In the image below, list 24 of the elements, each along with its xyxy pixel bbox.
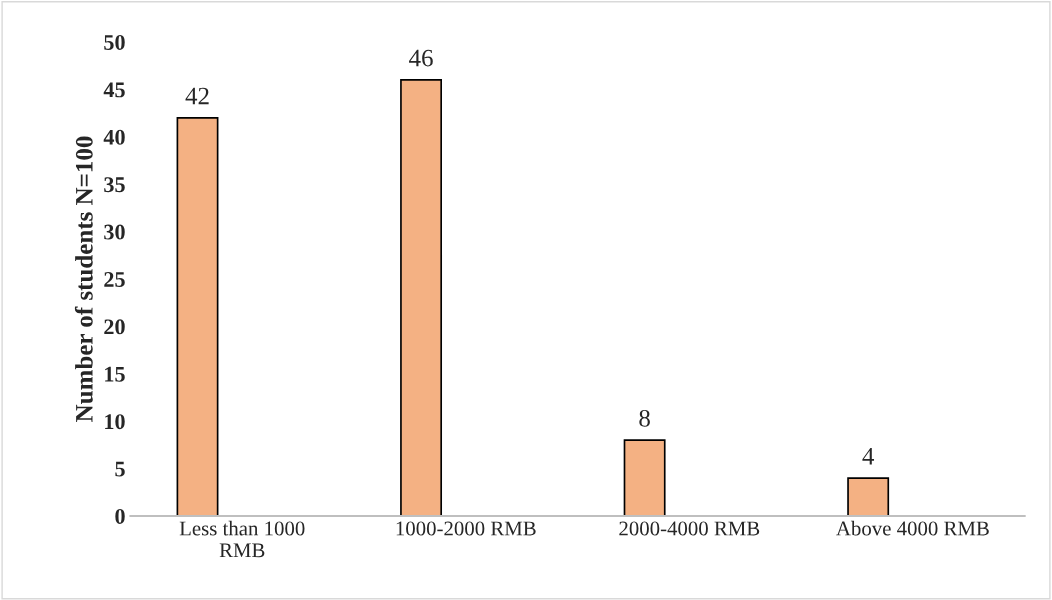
y-tick-label: 45 (103, 82, 125, 98)
y-tick-label: 20 (104, 319, 125, 335)
y-tick-label: 0 (115, 508, 125, 524)
x-tick-label: 2000-4000 RMB (619, 521, 760, 536)
data-label: 8 (639, 409, 650, 427)
y-axis-title: Number of students N=100 (74, 136, 93, 422)
data-label: 4 (862, 447, 875, 465)
x-tick-label: Less than 1000 RMB (179, 520, 305, 558)
y-tick-label: 25 (104, 271, 125, 287)
y-tick-label: 15 (105, 366, 125, 382)
y-tick-label: 50 (104, 34, 125, 50)
data-label: 46 (409, 49, 433, 67)
bar (623, 439, 666, 516)
y-tick-label: 30 (104, 224, 125, 240)
y-tick-label: 40 (103, 129, 125, 145)
y-tick-label: 5 (115, 461, 125, 477)
bar (400, 79, 443, 516)
y-tick-label: 35 (104, 177, 125, 193)
y-tick-label: 10 (105, 414, 125, 430)
bar (176, 117, 219, 516)
data-label: 42 (185, 87, 209, 105)
x-tick-label: Above 4000 RMB (836, 520, 989, 536)
x-tick-label: 1000-2000 RMB (396, 521, 536, 536)
bar (847, 477, 890, 516)
